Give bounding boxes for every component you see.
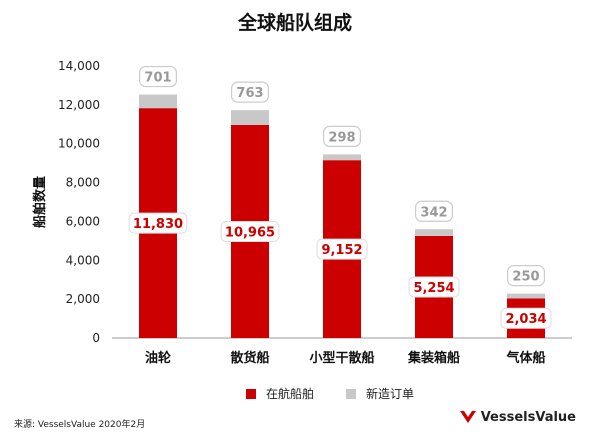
data-label-box-new-orders: [507, 265, 546, 287]
y-tick-label: 2,000: [66, 292, 100, 306]
legend-swatch-in-service: [246, 388, 256, 399]
data-label-box-in-service: [220, 220, 280, 242]
y-tick-label: 8,000: [66, 176, 100, 190]
legend: 在航船舶 新造订单: [246, 385, 446, 402]
y-axis-title: 船舶数量: [32, 176, 48, 228]
legend-item-new-orders: 新造订单: [346, 385, 414, 402]
data-label-box-in-service: [128, 212, 188, 234]
bar-new-orders: [507, 293, 545, 299]
data-label-in-service: 10,965: [225, 225, 275, 240]
y-tick-label: 12,000: [58, 98, 100, 112]
data-label-new-orders: 763: [236, 86, 263, 101]
x-category-label: 气体船: [506, 350, 545, 366]
x-category-label: 散货船: [230, 350, 269, 366]
x-category-label: 小型干散船: [309, 350, 374, 366]
data-label-in-service: 2,034: [505, 312, 546, 327]
data-label-box-new-orders: [323, 125, 362, 148]
vesselsvalue-logo-icon: [459, 411, 476, 423]
data-label-new-orders: 701: [144, 71, 171, 86]
y-tick-label: 0: [92, 331, 100, 345]
data-label-new-orders: 250: [512, 270, 539, 285]
source-note: 来源: VesselsValue 2020年2月: [14, 420, 146, 430]
data-label-in-service: 11,830: [133, 217, 183, 232]
data-label-box-in-service: [408, 276, 460, 298]
legend-swatch-new-orders: [346, 388, 357, 399]
brand-name: VesselsValue: [480, 409, 576, 425]
data-label-new-orders: 298: [328, 130, 355, 145]
legend-label-new-orders: 新造订单: [366, 387, 415, 401]
x-category-label: 油轮: [145, 350, 171, 366]
bar-new-orders: [139, 94, 177, 109]
chart-title: 全球船队组成: [237, 12, 352, 34]
bar-new-orders: [323, 154, 361, 161]
x-category-label: 集装箱船: [407, 350, 460, 366]
data-label-in-service: 5,254: [413, 281, 454, 296]
data-label-box-new-orders: [231, 81, 270, 103]
legend-label-in-service: 在航船舶: [266, 387, 315, 401]
y-tick-label: 4,000: [66, 253, 100, 267]
bar-new-orders: [415, 229, 453, 236]
data-label-box-new-orders: [139, 65, 178, 88]
legend-item-in-service: 在航船舶: [246, 385, 314, 402]
data-label-new-orders: 342: [420, 205, 447, 220]
data-label-box-in-service: [500, 307, 552, 329]
data-label-box-in-service: [316, 238, 368, 260]
data-label-in-service: 9,152: [321, 243, 362, 258]
bar-new-orders: [231, 110, 269, 125]
y-tick-label: 6,000: [66, 214, 100, 228]
y-tick-label: 14,000: [58, 59, 100, 73]
y-tick-label: 10,000: [58, 137, 100, 151]
brand-logo: VesselsValue: [459, 409, 576, 425]
data-label-box-new-orders: [415, 200, 454, 222]
